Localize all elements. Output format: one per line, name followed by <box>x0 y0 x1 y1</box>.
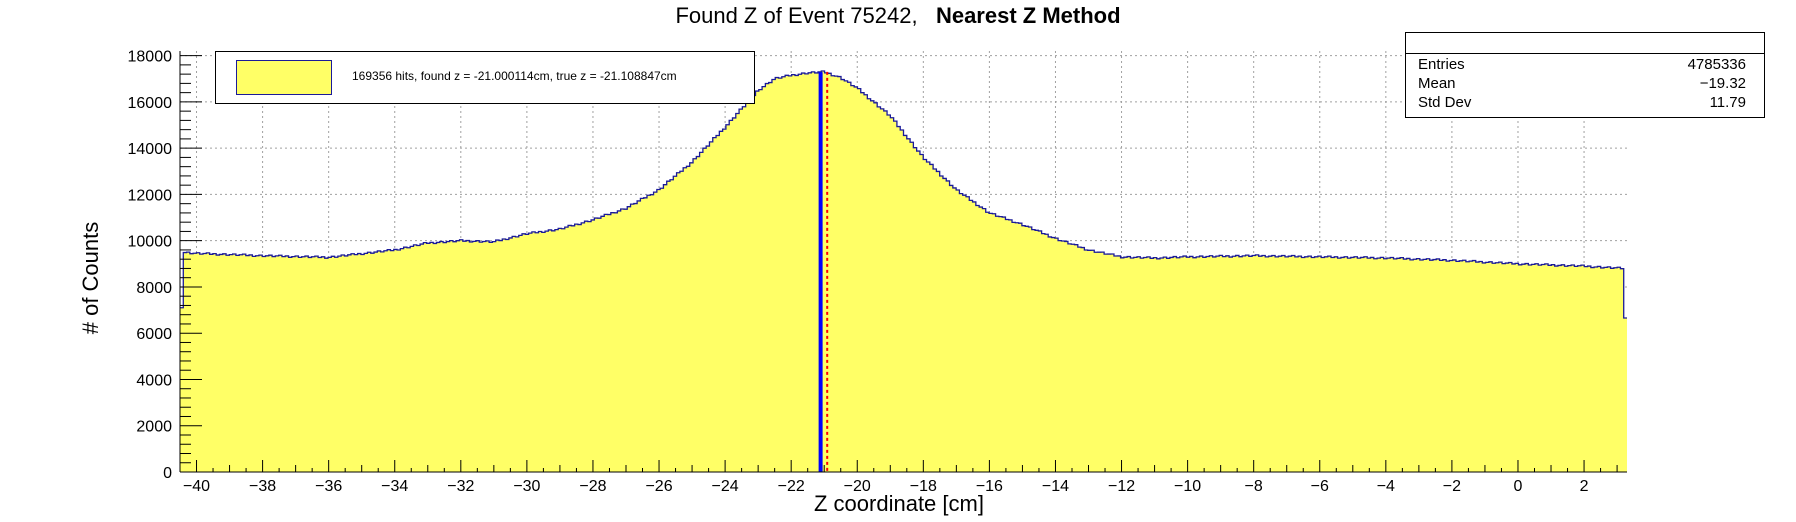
x-tick-label: −28 <box>579 478 606 495</box>
x-tick-label: 0 <box>1514 478 1523 495</box>
stats-row-stddev: Std Dev 11.79 <box>1418 94 1752 114</box>
x-tick-label: −26 <box>645 478 672 495</box>
x-tick-label: −12 <box>1108 478 1135 495</box>
stats-mean-label: Mean <box>1418 75 1456 92</box>
x-tick-label: −10 <box>1174 478 1201 495</box>
histogram-outline <box>180 70 1627 319</box>
axes: −40 −38 −36 −34 −32 −30 −28 −26 −24 −22 −20 −18 −16−… <box>128 49 1627 495</box>
y-tick-label: 10000 <box>128 234 173 251</box>
x-tick-label: −14 <box>1042 478 1069 495</box>
x-tick-label: −16 <box>976 478 1003 495</box>
stats-stddev-label: Std Dev <box>1418 94 1472 111</box>
histogram-fill-layer <box>180 70 1627 472</box>
x-tick-label: −36 <box>315 478 342 495</box>
x-tick-label: −20 <box>844 478 871 495</box>
y-tick-label: 18000 <box>128 49 173 66</box>
x-tick-label: −24 <box>712 478 739 495</box>
x-tick-label: 2 <box>1580 478 1589 495</box>
x-tick-label: −38 <box>249 478 276 495</box>
stats-box: Entries 4785336 Mean −19.32 Std Dev 11.7… <box>1405 32 1765 118</box>
legend-box: 169356 hits, found z = -21.000114cm, tru… <box>215 51 755 104</box>
stats-entries-value: 4785336 <box>1687 56 1746 73</box>
legend-text: 169356 hits, found z = -21.000114cm, tru… <box>352 69 677 83</box>
stats-entries-label: Entries <box>1418 56 1465 73</box>
y-tick-label: 12000 <box>128 187 173 204</box>
x-axis-label: Z coordinate [cm] <box>814 491 984 516</box>
y-tick-label: 2000 <box>136 419 172 436</box>
chart-title: Found Z of Event 75242, Nearest Z Method <box>0 3 1796 29</box>
stats-row-mean: Mean −19.32 <box>1418 75 1752 95</box>
x-tick-label: −40 <box>183 478 210 495</box>
stats-mean-value: −19.32 <box>1699 75 1746 92</box>
y-axis-label: # of Counts <box>78 221 103 335</box>
x-tick-label: −18 <box>910 478 937 495</box>
x-tick-label: −4 <box>1377 478 1395 495</box>
x-tick-label: −6 <box>1311 478 1329 495</box>
histogram-area <box>180 70 1627 472</box>
z-marker-layer <box>818 71 829 472</box>
x-tick-label: −34 <box>381 478 408 495</box>
x-tick-label: −2 <box>1443 478 1461 495</box>
legend-swatch <box>236 60 332 95</box>
stats-stddev-value: 11.79 <box>1709 94 1746 111</box>
x-tick-label: −22 <box>778 478 805 495</box>
y-tick-label: 8000 <box>136 280 172 297</box>
y-tick-label: 0 <box>163 465 172 482</box>
chart-title-main: Found Z of Event 75242, <box>675 3 918 28</box>
y-tick-label: 6000 <box>136 326 172 343</box>
stats-header <box>1406 33 1764 54</box>
x-tick-label: −8 <box>1245 478 1263 495</box>
chart-title-method: Nearest Z Method <box>935 3 1121 28</box>
x-tick-label: −32 <box>447 478 474 495</box>
y-tick-label: 4000 <box>136 372 172 389</box>
stats-row-entries: Entries 4785336 <box>1418 56 1752 76</box>
y-tick-label: 14000 <box>128 141 173 158</box>
x-tick-label: −30 <box>513 478 540 495</box>
y-tick-label: 16000 <box>128 95 173 112</box>
